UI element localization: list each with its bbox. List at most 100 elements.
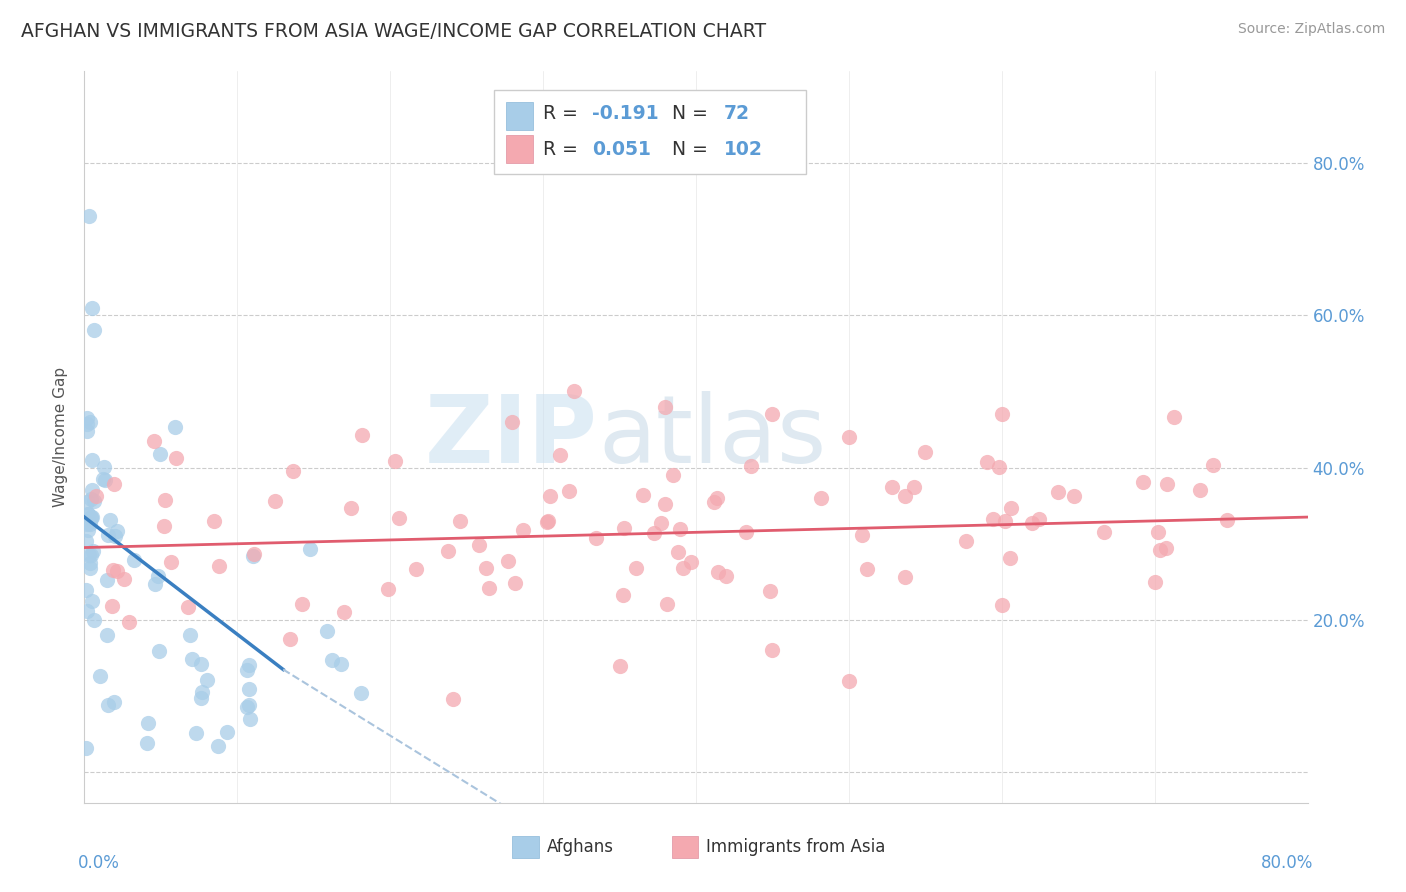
Bar <box>672 836 699 858</box>
Point <box>181 652 204 666</box>
Text: 102: 102 <box>724 140 763 159</box>
Point <box>153 518 176 533</box>
Point <box>105 524 128 538</box>
Point <box>478 581 501 595</box>
Point <box>190 690 212 705</box>
Point <box>82 593 104 607</box>
Point <box>96 628 118 642</box>
Point <box>761 643 783 657</box>
Bar <box>506 102 533 130</box>
Point <box>441 692 464 706</box>
Point <box>96 573 118 587</box>
Text: atlas: atlas <box>598 391 827 483</box>
Point <box>981 512 1004 526</box>
Point <box>80 483 103 497</box>
Point <box>75 740 97 755</box>
Point <box>643 525 665 540</box>
Point <box>703 495 725 509</box>
Text: R =: R = <box>543 140 583 159</box>
Point <box>298 542 321 557</box>
Point <box>810 491 832 506</box>
Point <box>75 582 97 597</box>
Text: Afghans: Afghans <box>547 838 614 855</box>
Point <box>1154 541 1177 556</box>
Point <box>149 447 172 461</box>
Point <box>377 582 399 596</box>
Point <box>190 657 212 672</box>
Text: 0.0%: 0.0% <box>79 854 120 872</box>
Point <box>388 510 411 524</box>
Point <box>184 726 207 740</box>
Point <box>239 712 262 726</box>
Point <box>631 488 654 502</box>
Point <box>668 522 690 536</box>
Point <box>502 415 524 429</box>
Point <box>77 507 100 521</box>
Point <box>740 459 762 474</box>
Point <box>238 698 260 712</box>
Point <box>474 561 496 575</box>
Point <box>558 483 581 498</box>
Point <box>1188 483 1211 497</box>
Point <box>83 494 105 508</box>
Point <box>624 561 647 575</box>
Point <box>80 548 103 562</box>
Point <box>672 560 695 574</box>
Point <box>76 411 98 425</box>
Point <box>976 455 998 469</box>
Point <box>80 453 103 467</box>
Point <box>138 716 160 731</box>
Point <box>105 564 128 578</box>
Point <box>654 497 676 511</box>
Point <box>179 628 201 642</box>
Point <box>104 529 127 543</box>
Point <box>914 445 936 459</box>
Point <box>101 599 124 614</box>
Point <box>538 489 561 503</box>
Point <box>97 528 120 542</box>
Text: -0.191: -0.191 <box>592 104 658 123</box>
Point <box>384 454 406 468</box>
Point <box>278 632 301 647</box>
Point <box>291 597 314 611</box>
Point <box>339 501 361 516</box>
Point <box>79 556 101 570</box>
Point <box>1156 476 1178 491</box>
Point <box>217 724 239 739</box>
Point <box>82 544 104 558</box>
Text: 72: 72 <box>724 104 751 123</box>
Point <box>998 551 1021 566</box>
Text: Immigrants from Asia: Immigrants from Asia <box>706 838 886 855</box>
Point <box>83 613 105 627</box>
Point <box>991 407 1014 421</box>
Bar <box>494 90 806 174</box>
Text: AFGHAN VS IMMIGRANTS FROM ASIA WAGE/INCOME GAP CORRELATION CHART: AFGHAN VS IMMIGRANTS FROM ASIA WAGE/INCO… <box>21 22 766 41</box>
Point <box>316 624 339 638</box>
Point <box>655 597 678 611</box>
Point <box>1143 574 1166 589</box>
Point <box>153 493 176 508</box>
Point <box>80 509 103 524</box>
Point <box>236 663 259 677</box>
Point <box>122 553 145 567</box>
Point <box>1149 543 1171 558</box>
Point <box>76 604 98 618</box>
Point <box>1202 458 1225 472</box>
Point <box>79 415 101 429</box>
Point <box>1063 489 1085 503</box>
Point <box>76 516 98 531</box>
Point <box>714 569 737 583</box>
Point <box>89 669 111 683</box>
Point <box>436 544 458 558</box>
Point <box>103 695 125 709</box>
Point <box>1215 513 1237 527</box>
Point <box>1000 501 1022 516</box>
Point <box>84 489 107 503</box>
Point <box>76 417 98 431</box>
Point <box>706 566 728 580</box>
Y-axis label: Wage/Income Gap: Wage/Income Gap <box>53 367 69 508</box>
Text: N =: N = <box>672 104 713 123</box>
Point <box>118 615 141 629</box>
Text: ZIP: ZIP <box>425 391 598 483</box>
Point <box>321 653 343 667</box>
